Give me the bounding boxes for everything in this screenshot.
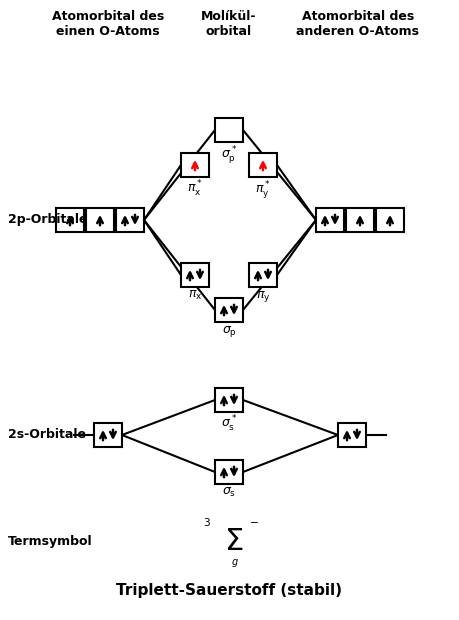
Text: Termsymbol: Termsymbol <box>8 536 93 549</box>
Bar <box>94 423 122 447</box>
Text: $\sigma_\mathrm{p}$: $\sigma_\mathrm{p}$ <box>222 324 236 339</box>
Bar <box>346 208 374 232</box>
Bar <box>376 208 404 232</box>
Text: 2s-Orbitale: 2s-Orbitale <box>8 428 86 441</box>
Text: Molíkül-
orbital: Molíkül- orbital <box>201 10 257 38</box>
Bar <box>316 208 344 232</box>
Text: $^-$: $^-$ <box>247 519 259 534</box>
Bar <box>249 153 277 177</box>
Bar <box>56 208 84 232</box>
Bar <box>181 263 209 287</box>
Bar <box>215 460 243 484</box>
Text: Atomorbital des
einen O-Atoms: Atomorbital des einen O-Atoms <box>52 10 164 38</box>
Text: $\sigma_\mathrm{s}$: $\sigma_\mathrm{s}$ <box>222 486 236 499</box>
Text: $\pi_\mathrm{x}^*$: $\pi_\mathrm{x}^*$ <box>187 179 203 199</box>
Bar <box>86 208 114 232</box>
Bar <box>116 208 144 232</box>
Text: 2p-Orbitale: 2p-Orbitale <box>8 213 88 226</box>
Text: $\sigma_\mathrm{s}^*$: $\sigma_\mathrm{s}^*$ <box>221 414 237 434</box>
Text: Triplett-Sauerstoff (stabil): Triplett-Sauerstoff (stabil) <box>116 583 342 598</box>
Bar <box>181 153 209 177</box>
Text: $_g$: $_g$ <box>231 556 239 570</box>
Bar <box>215 118 243 142</box>
Bar <box>215 388 243 412</box>
Text: $\Sigma$: $\Sigma$ <box>224 526 243 557</box>
Text: $\sigma_\mathrm{p}^*$: $\sigma_\mathrm{p}^*$ <box>221 144 237 166</box>
Bar <box>338 423 366 447</box>
Text: $\pi_\mathrm{y}^*$: $\pi_\mathrm{y}^*$ <box>255 179 271 201</box>
Text: $\pi_\mathrm{y}$: $\pi_\mathrm{y}$ <box>256 289 270 304</box>
Bar <box>215 298 243 322</box>
Text: Atomorbital des
anderen O-Atoms: Atomorbital des anderen O-Atoms <box>297 10 420 38</box>
Text: $^3$: $^3$ <box>203 519 211 534</box>
Bar <box>249 263 277 287</box>
Text: $\pi_\mathrm{x}$: $\pi_\mathrm{x}$ <box>188 289 202 302</box>
